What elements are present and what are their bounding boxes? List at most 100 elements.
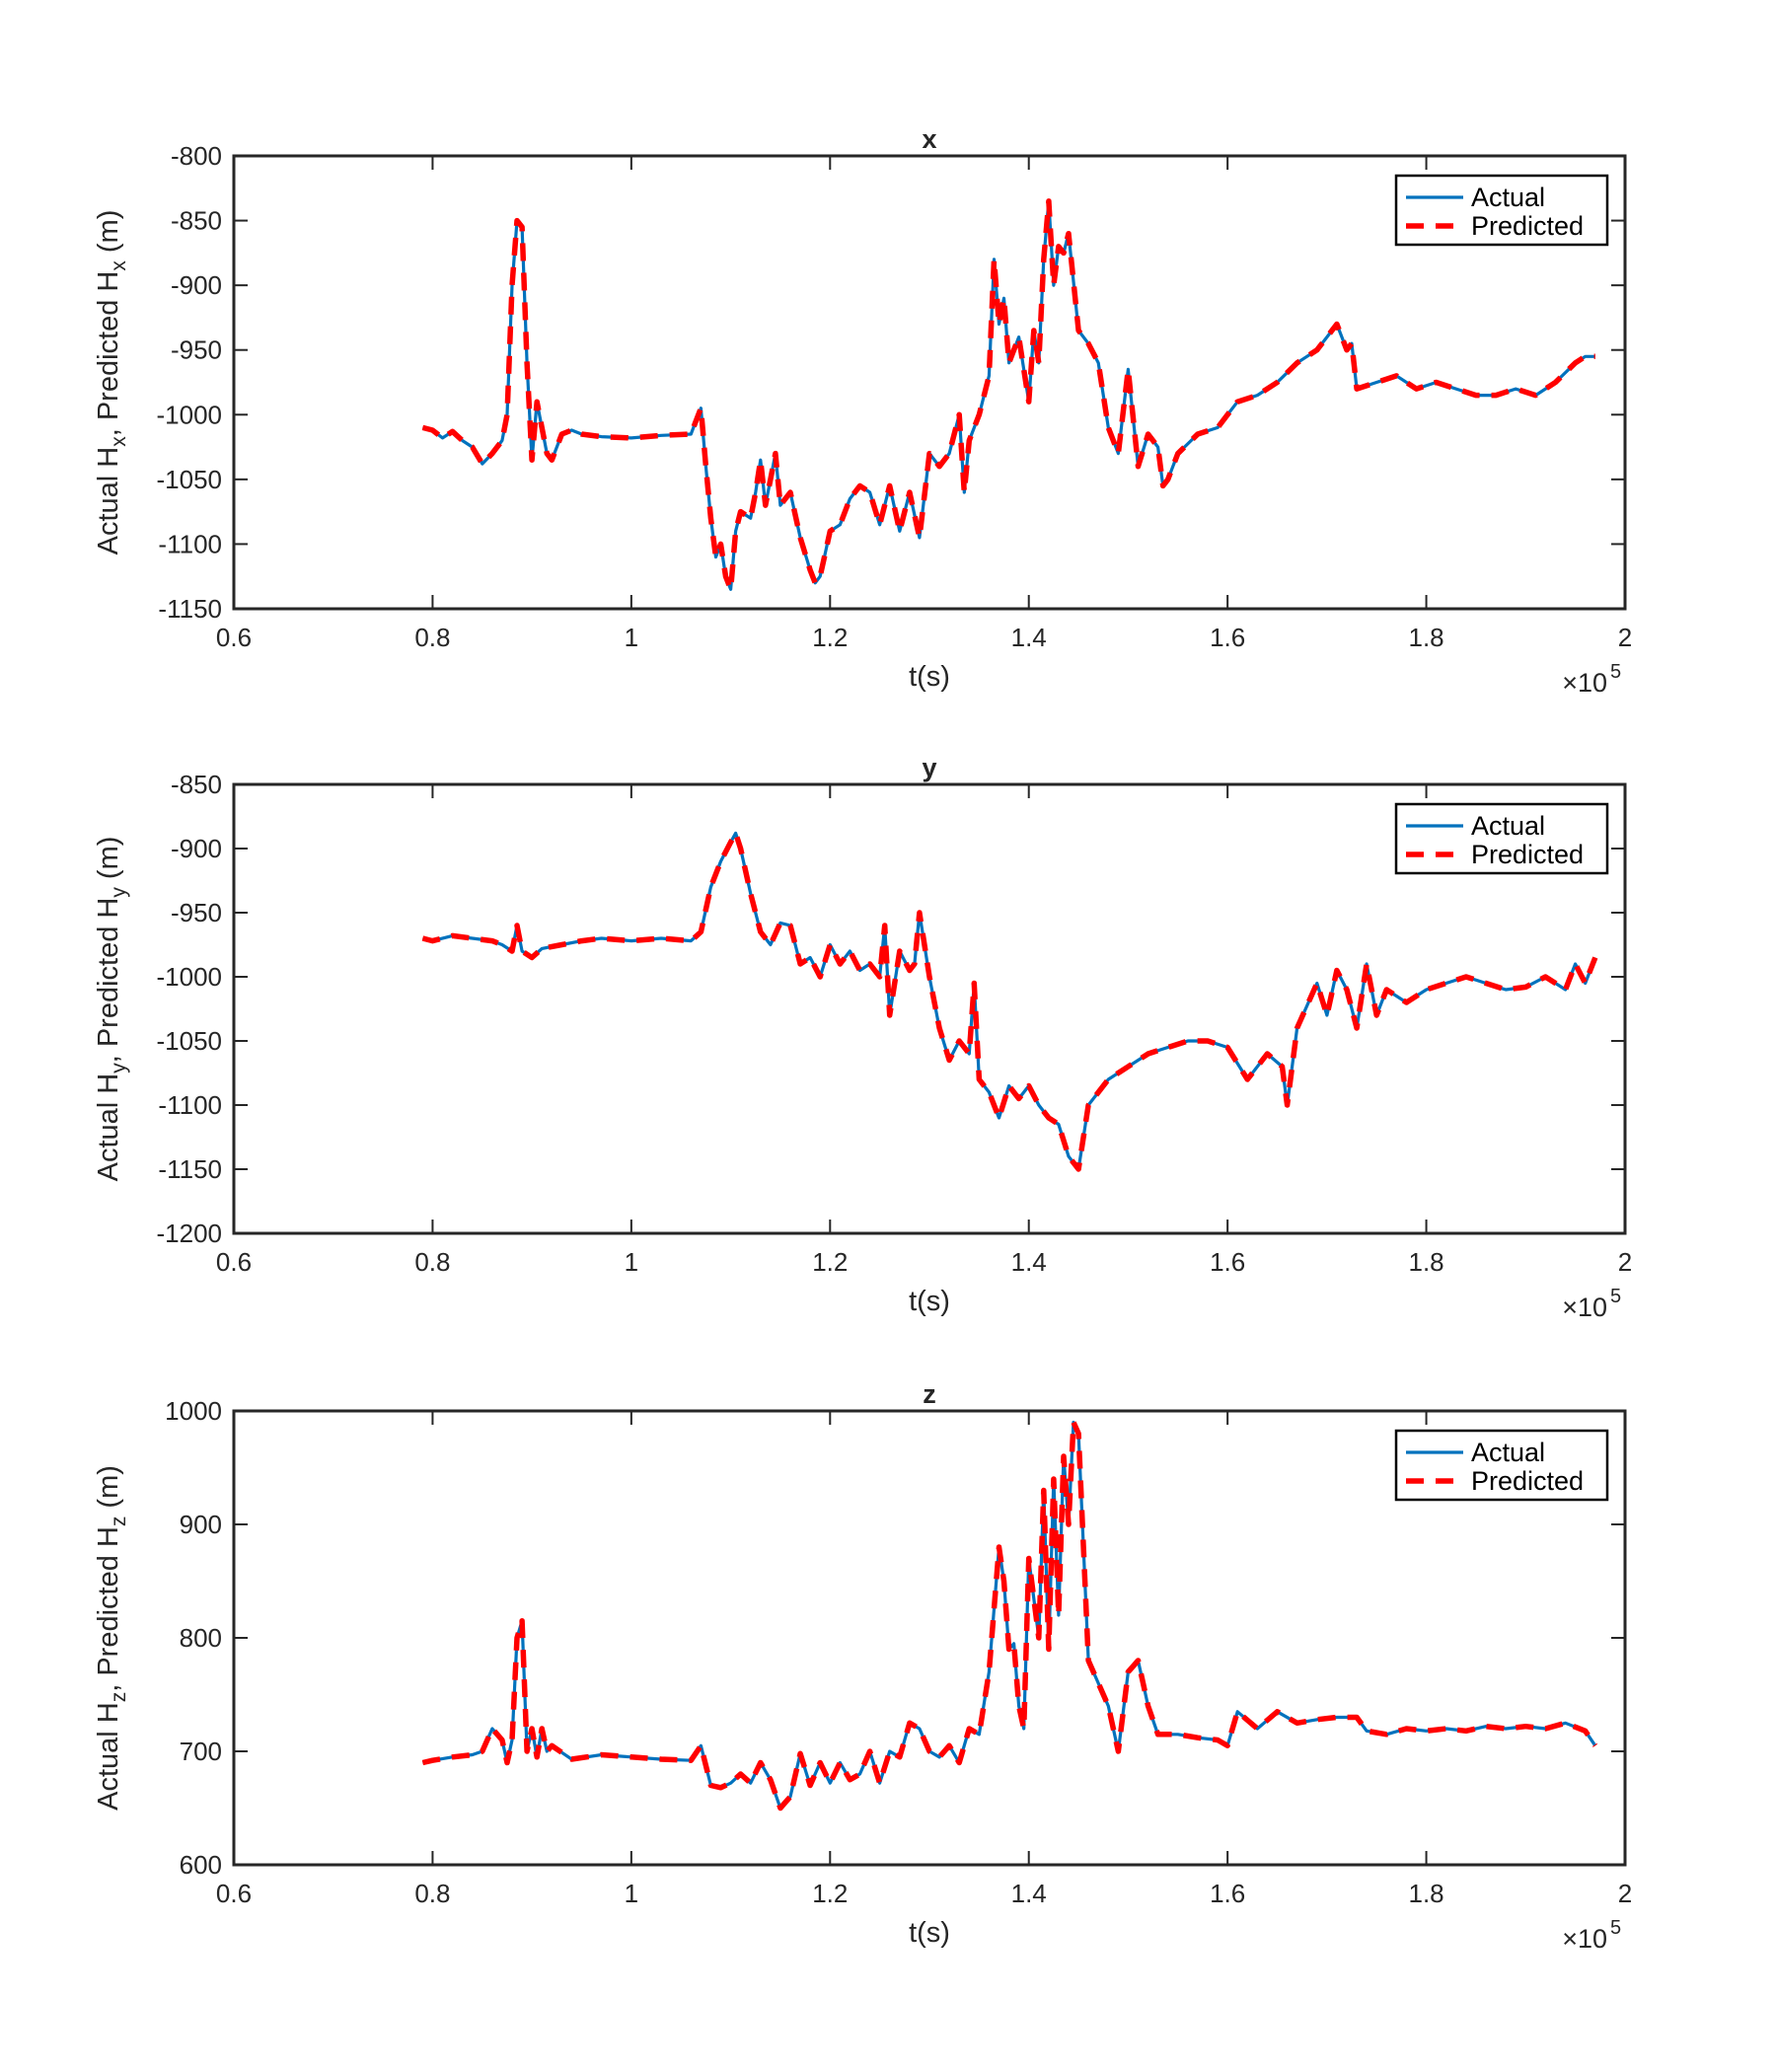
y-tick-label: -1000 (157, 962, 223, 992)
x-tick-label: 1.4 (1011, 1247, 1047, 1277)
x-exponent: ×10 (1562, 1924, 1607, 1954)
panel-z: 0.6 0.8 1 1.2 1.4 1.6 1.8 2 600 700 800 900 1000 z t(s… (93, 1379, 1632, 1954)
y-tick-label: -900 (171, 834, 222, 863)
x-axis-label: t(s) (909, 1286, 950, 1317)
x-tick-label: 0.8 (414, 1247, 450, 1277)
x-tick-label: 1 (625, 1879, 638, 1908)
y-label-text: Actual H (93, 1702, 124, 1811)
x-tick-label: 2 (1618, 623, 1632, 652)
x-tick-label: 1.2 (812, 1247, 848, 1277)
y-label-subscript: y (108, 887, 130, 898)
x-exponent-power: 5 (1610, 661, 1621, 683)
x-tick-label: 0.6 (216, 623, 252, 652)
y-label-text: Actual H (93, 447, 124, 555)
y-label-subscript: x (108, 260, 130, 271)
y-tick-label: -1000 (157, 400, 223, 429)
panel-title: y (922, 753, 936, 782)
legend-actual-label: Actual (1471, 811, 1545, 841)
x-tick-label: 1.8 (1408, 1247, 1443, 1277)
y-tick-label: 700 (180, 1737, 222, 1766)
y-label-text: , Predicted H (93, 898, 124, 1064)
y-tick-label: -950 (171, 335, 222, 365)
y-axis-label: Actual Hz, Predicted Hz (m) (93, 1465, 130, 1811)
y-tick-label: -1100 (158, 1090, 222, 1120)
x-tick-label: 0.8 (414, 623, 450, 652)
y-tick-label: -800 (171, 141, 222, 171)
y-label-subscript: z (108, 1692, 130, 1703)
x-tick-label: 1.6 (1210, 1879, 1245, 1908)
plot-area (234, 1411, 1625, 1865)
y-tick-label: -1200 (157, 1219, 223, 1248)
legend-predicted-label: Predicted (1471, 211, 1584, 241)
y-label-text: (m) (93, 837, 124, 888)
x-tick-label: 1.4 (1011, 623, 1047, 652)
plot-area (234, 156, 1625, 609)
x-tick-label: 1.8 (1408, 1879, 1443, 1908)
x-tick-label: 1 (625, 623, 638, 652)
y-tick-label: 800 (180, 1623, 222, 1653)
y-label-text: (m) (93, 1465, 124, 1517)
x-tick-label: 0.6 (216, 1247, 252, 1277)
predicted-line (421, 830, 1598, 1172)
y-tick-label: 900 (180, 1510, 222, 1539)
y-label-text: , Predicted H (93, 1526, 124, 1692)
y-tick-label: -1150 (158, 1154, 222, 1184)
panel-y: 0.6 0.8 1 1.2 1.4 1.6 1.8 2 -1200 -1150 -1100 -1050… (93, 753, 1632, 1322)
legend-predicted-label: Predicted (1471, 1466, 1584, 1496)
plot-area (234, 784, 1625, 1233)
plot-frame (232, 782, 1627, 1235)
x-axis-label: t(s) (909, 1917, 950, 1949)
y-tick-label: -1100 (158, 529, 222, 558)
y-tick-label: -1050 (157, 1026, 223, 1056)
y-tick-label: -900 (171, 270, 222, 300)
x-tick-label: 1.4 (1011, 1879, 1047, 1908)
plot-frame (232, 154, 1627, 611)
y-tick-label: 600 (180, 1850, 222, 1880)
y-tick-label: -850 (171, 206, 222, 236)
x-axis-label: t(s) (909, 661, 950, 693)
legend-box (1394, 802, 1609, 875)
legend-box (1394, 1429, 1609, 1502)
x-tick-label: 1.8 (1408, 623, 1443, 652)
x-tick-label: 0.8 (414, 1879, 450, 1908)
legend-actual-label: Actual (1471, 1438, 1545, 1467)
y-tick-label: -950 (171, 898, 222, 927)
x-exponent: ×10 (1562, 668, 1607, 698)
x-exponent-power: 5 (1610, 1917, 1621, 1939)
y-tick-label: -1150 (158, 594, 222, 624)
actual-line (422, 1420, 1597, 1811)
x-exponent: ×10 (1562, 1293, 1607, 1322)
y-tick-label: -1050 (157, 465, 223, 494)
y-label-text: , Predicted H (93, 271, 124, 437)
y-tick-label: -850 (171, 770, 222, 799)
y-label-subscript: x (108, 436, 130, 447)
y-axis-label: Actual Hy, Predicted Hy (m) (93, 837, 130, 1182)
y-label-subscript: z (108, 1517, 130, 1527)
x-tick-label: 1.6 (1210, 1247, 1245, 1277)
panel-title: x (922, 124, 936, 154)
plot-frame (232, 1409, 1627, 1867)
x-tick-label: 1.6 (1210, 623, 1245, 652)
y-label-text: Actual H (93, 1073, 124, 1182)
panel-x: 0.6 0.8 1 1.2 1.4 1.6 1.8 2 -1150 -1100 -1050 -1000… (93, 124, 1632, 698)
x-tick-label: 2 (1618, 1247, 1632, 1277)
legend-box (1394, 174, 1609, 247)
x-exponent-power: 5 (1610, 1286, 1621, 1307)
y-tick-label: 1000 (165, 1396, 222, 1426)
legend-predicted-label: Predicted (1471, 840, 1584, 869)
x-tick-label: 2 (1618, 1879, 1632, 1908)
y-label-text: (m) (93, 210, 124, 261)
predicted-line (421, 198, 1595, 593)
x-tick-label: 0.6 (216, 1879, 252, 1908)
x-tick-label: 1.2 (812, 623, 848, 652)
panel-title: z (923, 1379, 936, 1409)
x-tick-label: 1.2 (812, 1879, 848, 1908)
y-axis-label: Actual Hx, Predicted Hx (m) (93, 210, 130, 555)
x-tick-label: 1 (625, 1247, 638, 1277)
y-label-subscript: y (108, 1063, 130, 1073)
legend-actual-label: Actual (1471, 183, 1545, 212)
